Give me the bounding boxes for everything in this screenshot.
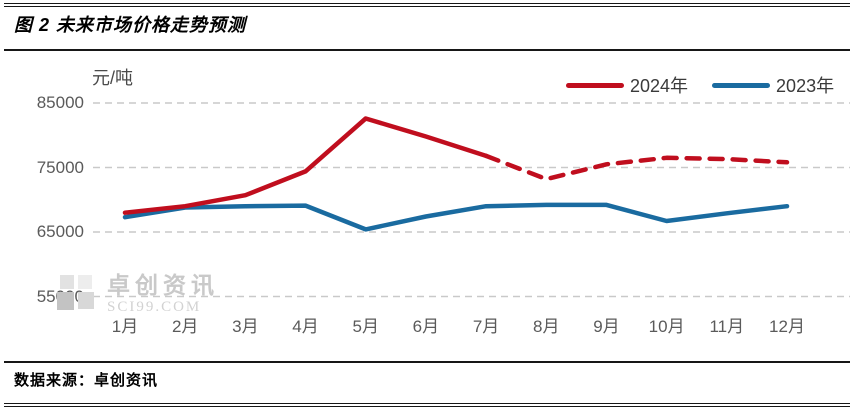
- watermark: 卓创资讯 SCI99.COM: [57, 274, 219, 316]
- legend-label-2023: 2023年: [776, 76, 835, 96]
- x-tick-label: 1月: [111, 317, 139, 336]
- legend-item-2023: 2023年: [712, 72, 834, 98]
- legend-line-sample-2024: [566, 82, 624, 88]
- bottom-double-rule: [4, 403, 850, 407]
- legend-label-2024: 2024年: [630, 76, 689, 96]
- chart-title: 图 2 未来市场价格走势预测: [14, 15, 247, 35]
- legend-item-2024: 2024年: [566, 72, 688, 98]
- source-divider-rule: [4, 361, 850, 363]
- y-axis-unit-label: 元/吨: [92, 68, 134, 88]
- y-tick-label: 85000: [36, 93, 84, 112]
- x-tick-label: 7月: [472, 317, 500, 336]
- x-tick-label: 11月: [709, 317, 745, 336]
- y-tick-label: 65000: [36, 222, 84, 241]
- watermark-text: 卓创资讯 SCI99.COM: [107, 274, 219, 316]
- watermark-name: 卓创资讯: [107, 272, 219, 298]
- x-tick-label: 12月: [769, 317, 805, 336]
- x-tick-label: 2月: [171, 317, 199, 336]
- x-tick-label: 4月: [292, 317, 319, 336]
- y-tick-label: 75000: [36, 157, 84, 177]
- chart-legend: 2024年 2023年: [566, 72, 834, 98]
- data-source-label: 数据来源：卓创资讯: [14, 372, 159, 389]
- top-double-rule: [4, 3, 850, 7]
- x-tick-label: 3月: [232, 317, 259, 336]
- x-tick-label: 10月: [648, 317, 685, 336]
- x-tick-label: 9月: [593, 317, 620, 336]
- legend-line-sample-2023: [712, 82, 771, 88]
- x-tick-label: 5月: [352, 317, 379, 336]
- x-tick-label: 8月: [533, 317, 560, 336]
- sci99-logo-icon: [57, 274, 99, 312]
- title-divider-rule: [4, 49, 850, 51]
- watermark-domain: SCI99.COM: [107, 299, 202, 315]
- x-tick-label: 6月: [412, 317, 440, 336]
